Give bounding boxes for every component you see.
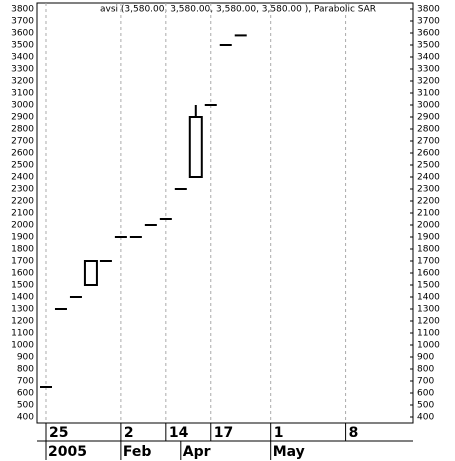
y-tick-label-right: 3100	[417, 89, 440, 99]
y-tick-label-right: 1900	[417, 233, 440, 243]
y-tick-label-right: 1100	[417, 329, 440, 339]
y-tick-label: 2400	[11, 173, 34, 183]
y-tick-label-right: 2800	[417, 125, 440, 135]
y-tick-label-right: 2000	[417, 221, 440, 231]
chart-title: avsi (3,580.00, 3,580.00, 3,580.00, 3,58…	[100, 5, 376, 15]
y-tick-label-right: 1400	[417, 293, 440, 303]
candle-body	[83, 260, 98, 286]
y-tick-label-right: 1000	[417, 341, 440, 351]
y-tick-label: 1200	[11, 317, 34, 327]
y-tick-label: 500	[17, 401, 34, 411]
y-tick-label: 3000	[11, 101, 34, 111]
y-tick-label-right: 3600	[417, 29, 440, 39]
y-tick-label: 3500	[11, 41, 34, 51]
y-tick-label: 1000	[11, 341, 34, 351]
y-tick-label-right: 2100	[417, 209, 440, 219]
y-tick-label: 1900	[11, 233, 34, 243]
y-tick-label: 2700	[11, 137, 34, 147]
y-tick-label: 3300	[11, 65, 34, 75]
y-tick-label: 2300	[11, 185, 34, 195]
y-tick-label: 3600	[11, 29, 34, 39]
y-tick-label: 1700	[11, 257, 34, 267]
y-tick-label: 2100	[11, 209, 34, 219]
y-tick-label: 2000	[11, 221, 34, 231]
x-tick-label: 1	[274, 425, 284, 441]
y-tick-label-right: 3800	[417, 5, 440, 15]
y-tick-label: 600	[17, 389, 34, 399]
y-tick-label: 1300	[11, 305, 34, 315]
y-tick-label-right: 1800	[417, 245, 440, 255]
y-tick-label: 1600	[11, 269, 34, 279]
x-tick-label: 14	[169, 425, 189, 441]
y-tick-label-right: 1300	[417, 305, 440, 315]
y-tick-label: 1100	[11, 329, 34, 339]
y-tick-label-right: 2300	[417, 185, 440, 195]
y-tick-label-right: 400	[417, 413, 434, 423]
y-tick-label-right: 3200	[417, 77, 440, 87]
y-tick-label-right: 3700	[417, 17, 440, 27]
period-label: May	[273, 444, 305, 460]
y-tick-label: 400	[17, 413, 34, 423]
y-tick-label: 2600	[11, 149, 34, 159]
y-tick-label-right: 2200	[417, 197, 440, 207]
period-label: Feb	[123, 444, 152, 460]
y-tick-label-right: 3300	[417, 65, 440, 75]
y-tick-label: 3400	[11, 53, 34, 63]
y-tick-label: 800	[17, 365, 34, 375]
y-tick-label-right: 1200	[417, 317, 440, 327]
y-tick-label: 1500	[11, 281, 34, 291]
y-tick-label: 3200	[11, 77, 34, 87]
y-tick-label-right: 900	[417, 353, 434, 363]
y-tick-label: 3700	[11, 17, 34, 27]
y-tick-label: 3100	[11, 89, 34, 99]
y-tick-label: 2900	[11, 113, 34, 123]
y-tick-label: 3800	[11, 5, 34, 15]
y-tick-label-right: 1600	[417, 269, 440, 279]
y-tick-label-right: 2500	[417, 161, 440, 171]
y-tick-label-right: 700	[417, 377, 434, 387]
y-tick-label: 700	[17, 377, 34, 387]
y-tick-label-right: 2400	[417, 173, 440, 183]
x-tick-label: 8	[349, 425, 359, 441]
x-tick-label: 17	[214, 425, 233, 441]
y-tick-label-right: 2700	[417, 137, 440, 147]
y-tick-label-right: 500	[417, 401, 434, 411]
period-label: Apr	[183, 444, 211, 460]
plot-frame	[36, 2, 414, 424]
y-tick-label-right: 1500	[417, 281, 440, 291]
y-tick-label: 2200	[11, 197, 34, 207]
y-tick-label-right: 3000	[417, 101, 440, 111]
y-tick-label: 2800	[11, 125, 34, 135]
x-tick-label: 25	[49, 425, 68, 441]
y-tick-label-right: 600	[417, 389, 434, 399]
y-tick-label: 1400	[11, 293, 34, 303]
x-tick-label: 2	[124, 425, 134, 441]
y-tick-label-right: 2600	[417, 149, 440, 159]
y-tick-label-right: 800	[417, 365, 434, 375]
y-tick-label-right: 3500	[417, 41, 440, 51]
period-label: 2005	[48, 444, 87, 460]
y-tick-label: 2500	[11, 161, 34, 171]
y-tick-label-right: 2900	[417, 113, 440, 123]
y-tick-label: 900	[17, 353, 34, 363]
y-tick-label: 1800	[11, 245, 34, 255]
candle-body	[188, 116, 203, 178]
y-tick-label-right: 3400	[417, 53, 440, 63]
y-tick-label-right: 1700	[417, 257, 440, 267]
